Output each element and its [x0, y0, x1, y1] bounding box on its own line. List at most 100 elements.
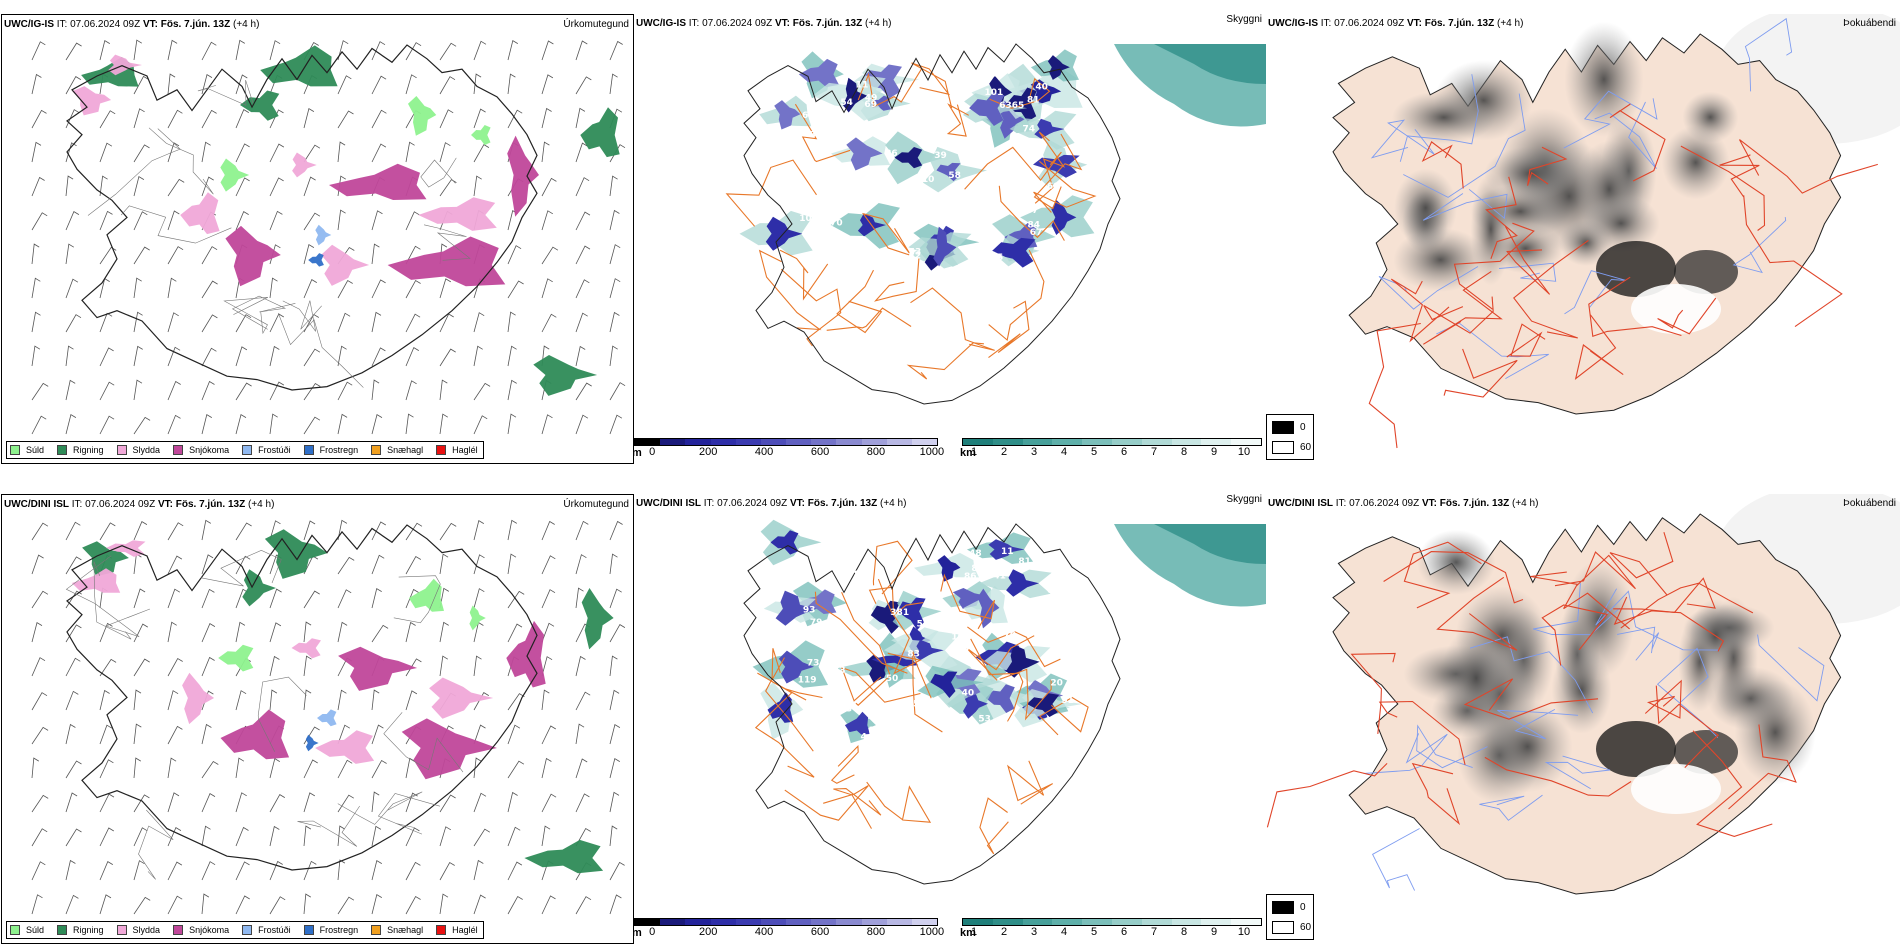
precip-area [180, 192, 220, 235]
wind-barb [609, 244, 621, 265]
visibility-value: 11 [856, 81, 869, 91]
precip-areas [72, 45, 620, 396]
network-line [966, 635, 1035, 681]
colorbar-swatch [1052, 439, 1083, 445]
colorbar-tick: 0 [649, 446, 656, 458]
fog-key-label-high: 0 [1300, 422, 1306, 433]
wind-barb [507, 826, 521, 847]
visibility-value: 53 [909, 248, 922, 258]
network-line [1485, 176, 1518, 259]
wind-barb [235, 109, 250, 129]
visibility-m-area [1047, 55, 1070, 80]
wind-barb [201, 793, 216, 813]
wind-barb [201, 246, 218, 265]
network-line [868, 586, 924, 617]
colorbar-swatch [1141, 919, 1172, 925]
network-line [282, 300, 322, 332]
road-network [725, 62, 1097, 380]
visibility-value: 48 [985, 70, 998, 80]
colorbar-tick: 1000 [919, 926, 945, 938]
visibility-value: 85 [854, 570, 867, 580]
visibility-m-area [937, 555, 961, 582]
wind-barb [65, 76, 82, 95]
wind-barb [609, 144, 626, 163]
wind-barb [405, 347, 420, 367]
wind-barb [507, 73, 516, 95]
wind-barb [609, 209, 620, 231]
colorbar-tick: 1 [970, 446, 978, 458]
network-line [1609, 532, 1674, 596]
visibility-value: 50 [886, 674, 899, 684]
network-line [1620, 582, 1754, 629]
wind-barb [303, 212, 321, 231]
wind-barb [65, 243, 75, 265]
visibility-value: 74 [1023, 124, 1036, 134]
visibility-value: 56 [957, 136, 970, 146]
wind-barb [337, 312, 351, 333]
wind-barb [541, 825, 551, 847]
network-line [946, 103, 969, 137]
network-line [940, 573, 996, 630]
visibility-value: 82 [909, 251, 922, 261]
legend-swatch [436, 445, 447, 455]
wind-barb [473, 73, 482, 95]
wind-barb [31, 176, 45, 197]
wind-barb [167, 555, 183, 575]
legend-item: Snjókoma [173, 445, 229, 455]
wind-barb [269, 757, 281, 779]
legend-item: Slydda [116, 925, 160, 935]
wind-barb [405, 658, 422, 677]
wind-barb [507, 760, 525, 779]
network-line [1436, 576, 1518, 651]
wind-barb [235, 177, 250, 197]
colorbar-tick: 9 [1210, 446, 1218, 458]
network-line [1504, 226, 1551, 295]
precip-area [524, 839, 604, 874]
network-line [964, 146, 1062, 190]
wind-barb [65, 278, 79, 299]
visibility-value: 60 [826, 715, 839, 725]
wind-barb [303, 348, 321, 367]
network-line [1411, 762, 1461, 826]
wind-barb [65, 211, 80, 231]
colorbar-swatch [1141, 439, 1172, 445]
wind-barb [609, 723, 621, 745]
wind-barb [65, 556, 82, 575]
wind-barb [303, 590, 320, 609]
wind-barb [303, 520, 316, 541]
visibility-value: 166 [953, 196, 972, 206]
wind-barb [575, 691, 591, 711]
wind-barb [31, 212, 48, 231]
colorbar-swatch [1171, 439, 1202, 445]
network-line [784, 785, 869, 821]
legend-label: Slydda [132, 445, 161, 455]
wind-barb [65, 42, 82, 61]
visibility-m-area [977, 588, 1000, 629]
wind-barb [541, 895, 556, 915]
wind-barb [31, 554, 44, 575]
wind-barb [133, 108, 145, 129]
wind-barb [337, 556, 355, 575]
precip-area [240, 90, 280, 121]
visibility-value: 10 [898, 123, 911, 133]
visibility-m-area [952, 588, 991, 609]
wind-barb [167, 861, 183, 881]
wind-barb [371, 347, 386, 367]
visibility-value: 69 [966, 744, 979, 754]
precip-area [387, 236, 506, 287]
visibility-m-area [897, 597, 926, 631]
wind-barb [99, 110, 116, 129]
visibility-value: 67 [1030, 228, 1043, 238]
network-line [1453, 222, 1535, 310]
legend-item: Snæhagl [371, 925, 423, 935]
colorbar-strip [634, 438, 938, 446]
wind-barb [337, 381, 353, 401]
wind-barb [439, 179, 457, 197]
wind-barb [303, 107, 315, 129]
wind-barb [371, 279, 386, 299]
wind-barb [405, 141, 415, 163]
network-line [840, 666, 921, 703]
wind-barb [167, 312, 179, 333]
precip-area [106, 540, 146, 557]
